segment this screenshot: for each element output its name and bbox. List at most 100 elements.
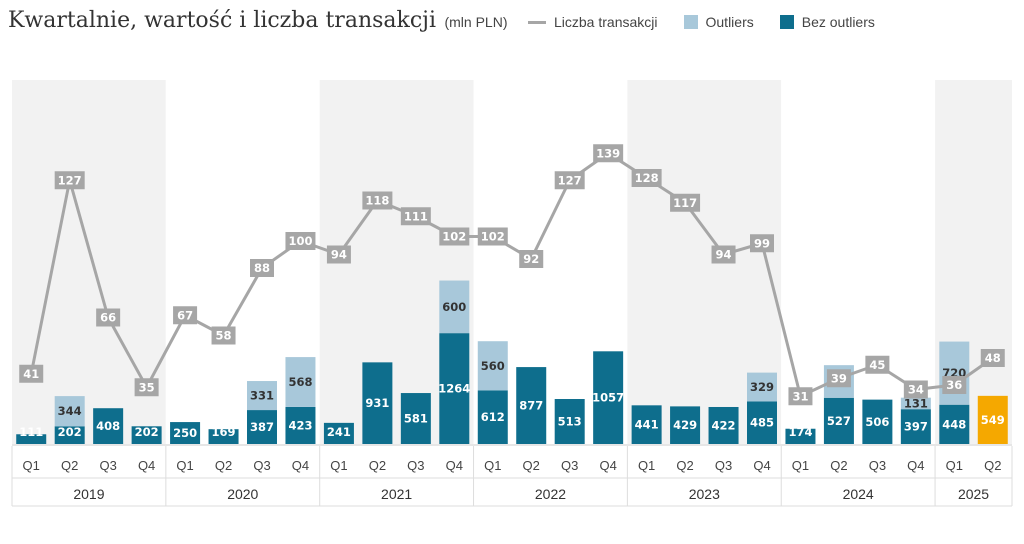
bar-value-label-bez-outliers: 202	[58, 425, 82, 439]
bar-value-label-bez-outliers: 174	[788, 425, 812, 439]
line-point-label: 118	[365, 194, 389, 208]
line-point-box	[439, 227, 470, 246]
line-point-label: 88	[254, 261, 270, 275]
line-point-label: 67	[177, 308, 193, 322]
line-point-box	[750, 234, 774, 253]
bar-value-label-bez-outliers: 877	[519, 399, 543, 413]
x-tick-quarter: Q3	[561, 458, 578, 473]
bar-value-label-outliers: 568	[288, 375, 312, 389]
bar-bez-outliers	[54, 426, 85, 444]
bar-value-label-bez-outliers: 1057	[592, 391, 624, 405]
x-tick-year: 2024	[843, 486, 874, 502]
bar-outliers	[285, 357, 316, 407]
x-tick-quarter: Q1	[23, 458, 40, 473]
bar-bez-outliers	[477, 390, 508, 444]
line-point-box	[134, 378, 159, 397]
x-tick-quarter: Q4	[907, 458, 924, 473]
line-point-label: 111	[404, 209, 428, 223]
bar-bez-outliers	[785, 428, 816, 444]
x-tick-year: 2019	[73, 486, 104, 502]
bar-value-label-bez-outliers: 527	[827, 414, 851, 428]
bar-bez-outliers	[16, 434, 47, 444]
bar-bez-outliers	[747, 401, 777, 444]
bar-bez-outliers	[631, 405, 662, 444]
x-tick-quarter: Q4	[753, 458, 770, 473]
x-tick-quarter: Q3	[253, 458, 270, 473]
line-point-box	[519, 250, 544, 268]
line-point-label: 36	[946, 378, 962, 392]
bar-value-label-bez-outliers: 422	[712, 418, 736, 432]
line-point-box	[477, 227, 508, 246]
line-point-label: 99	[754, 236, 770, 250]
bar-bez-outliers	[900, 409, 931, 444]
bar-value-label-bez-outliers: 111	[19, 425, 43, 439]
line-point-box	[865, 355, 890, 374]
line-point-label: 102	[442, 230, 466, 244]
bar-bez-outliers	[554, 399, 585, 444]
bar-outliers	[747, 372, 777, 402]
bar-value-label-bez-outliers: 612	[481, 410, 505, 424]
x-tick-quarter: Q3	[407, 458, 424, 473]
line-point-box	[211, 326, 236, 345]
bar-bez-outliers	[708, 406, 739, 444]
bar-value-label-bez-outliers: 513	[558, 415, 582, 429]
legend-label-outliers: Outliers	[705, 14, 754, 30]
x-tick-quarter: Q1	[176, 458, 193, 473]
bar-value-label-bez-outliers: 441	[635, 418, 659, 432]
title-row: Kwartalnie, wartość i liczba transakcji …	[8, 8, 508, 42]
bar-bez-outliers	[323, 422, 354, 444]
bar-value-label-bez-outliers: 408	[96, 419, 120, 433]
line-point-label: 139	[596, 146, 620, 160]
line-point-box	[96, 308, 121, 327]
x-tick-quarter: Q2	[369, 458, 386, 473]
bar-value-label-bez-outliers: 397	[904, 420, 928, 434]
bar-value-label-bez-outliers: 549	[981, 413, 1005, 427]
x-tick-quarter: Q2	[676, 458, 693, 473]
bar-bez-outliers	[170, 422, 201, 444]
line-point-label: 35	[139, 380, 155, 394]
x-tick-year: 2021	[381, 486, 412, 502]
x-tick-quarter: Q2	[61, 458, 78, 473]
bar-value-label-bez-outliers: 931	[365, 396, 389, 410]
x-tick-quarter: Q1	[946, 458, 963, 473]
bar-value-label-bez-outliers: 250	[173, 426, 197, 440]
line-point-box	[711, 245, 736, 264]
bar-value-label-outliers: 600	[442, 300, 466, 314]
x-tick-quarter: Q1	[638, 458, 655, 473]
x-tick-year: 2023	[689, 486, 720, 502]
line-point-box	[362, 191, 393, 210]
bar-outliers	[54, 396, 85, 427]
legend-item-bez-outliers: Bez outliers	[779, 14, 875, 30]
line-point-box	[285, 232, 316, 250]
x-tick-quarter: Q2	[523, 458, 540, 473]
line-point-label: 48	[985, 351, 1001, 365]
x-tick-quarter: Q3	[99, 458, 116, 473]
line-point-box	[250, 259, 274, 277]
line-point-label: 102	[481, 230, 505, 244]
bar-bez-outliers	[131, 426, 162, 444]
legend-item-liczba: Liczba transakcji	[528, 14, 658, 30]
bar-bez-outliers	[400, 393, 431, 444]
x-tick-quarter: Q4	[138, 458, 155, 473]
line-point-label: 127	[58, 173, 82, 187]
line-point-label: 45	[869, 358, 885, 372]
bar-outliers	[247, 381, 277, 411]
bar-value-label-bez-outliers: 423	[288, 418, 312, 432]
bar-bez-outliers	[862, 399, 893, 444]
line-point-label: 39	[831, 371, 847, 385]
line-point-box	[942, 376, 967, 394]
line-point-box	[903, 380, 928, 399]
line-point-box	[980, 349, 1005, 367]
x-tick-quarter: Q3	[715, 458, 732, 473]
x-tick-quarter: Q3	[869, 458, 886, 473]
bar-value-label-bez-outliers: 1264	[438, 382, 470, 396]
chart-title: Kwartalnie, wartość i liczba transakcji	[8, 8, 437, 33]
line-point-label: 66	[100, 311, 116, 325]
legend-label-liczba: Liczba transakcji	[554, 14, 658, 30]
line-point-label: 58	[216, 329, 232, 343]
legend-bez-outliers-swatch	[779, 15, 794, 29]
bar-bez-outliers	[208, 429, 239, 444]
line-point-box	[54, 171, 85, 190]
bar-value-label-bez-outliers: 581	[404, 412, 428, 426]
bar-value-label-outliers: 344	[58, 404, 82, 418]
